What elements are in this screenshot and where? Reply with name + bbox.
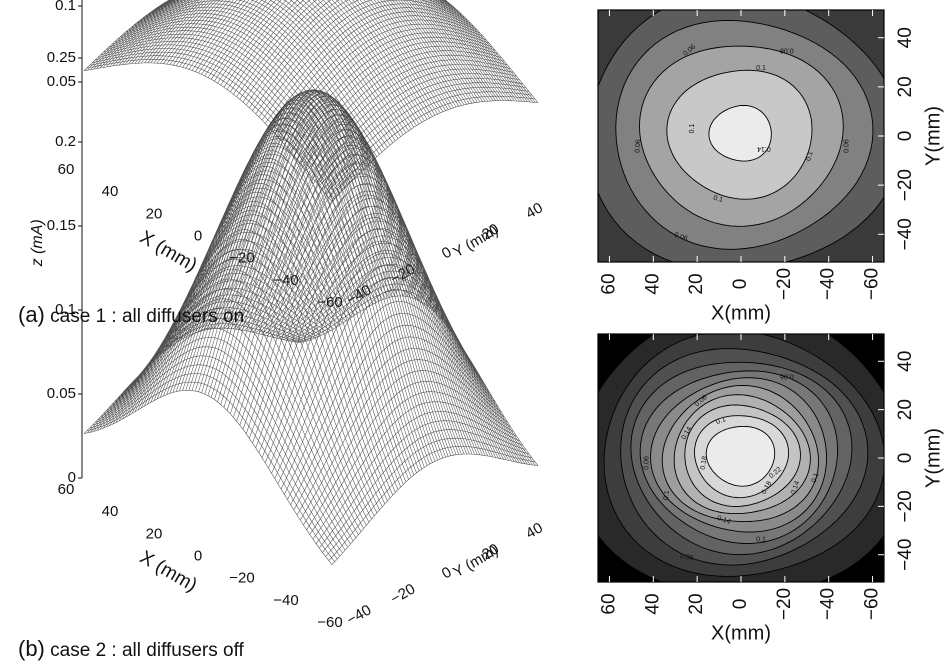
contour-level-label: 0.06 bbox=[673, 232, 688, 243]
y-tick-label: −20 bbox=[388, 580, 419, 607]
contour-level-label: 0.06 bbox=[844, 139, 851, 153]
contour-level-label: 0.14 bbox=[790, 480, 801, 495]
y-tick-label: −40 bbox=[895, 539, 916, 571]
x-tick-label: −40 bbox=[818, 588, 839, 620]
z-tick-label: 0.05 bbox=[47, 385, 76, 402]
caption-a-text: case 1 : all diffusers on bbox=[50, 306, 245, 327]
z-tick-label: 0.1 bbox=[55, 0, 76, 14]
x-tick-label: 0 bbox=[194, 227, 202, 244]
x-tick-label: −60 bbox=[317, 614, 342, 631]
z-tick-label: 0.1 bbox=[55, 301, 76, 318]
contour-level-label: 0.06 bbox=[780, 372, 794, 379]
caption-b: (b) case 2 : all diffusers off bbox=[18, 636, 244, 662]
y-tick-label: 0 bbox=[895, 453, 916, 464]
y-tick-label: 20 bbox=[479, 220, 502, 243]
surface-wire bbox=[83, 0, 539, 202]
x-tick-label: 60 bbox=[598, 273, 619, 294]
contour-level-label: 0.1 bbox=[689, 123, 696, 133]
caption-a-tag: (a) bbox=[18, 302, 45, 327]
x-tick-label: 40 bbox=[642, 593, 663, 614]
contour-level-label: 0.14 bbox=[757, 145, 771, 152]
surface-plot-a: 0.050.10.150.20.25z (mA)6040200−20−40−60… bbox=[47, 0, 546, 311]
contour-level-label: 0.06 bbox=[634, 139, 642, 153]
x-tick-label: 60 bbox=[58, 161, 75, 178]
surface-mesh bbox=[83, 0, 539, 202]
contour-bands bbox=[598, 10, 884, 262]
contour-level-0.14 bbox=[708, 104, 772, 162]
contour-level-label: 0.14 bbox=[716, 515, 731, 526]
x-tick-label: 60 bbox=[58, 481, 75, 498]
contour-level-label: 0.1 bbox=[756, 537, 766, 544]
x-tick-label: 20 bbox=[146, 525, 163, 542]
contour-level-label: 0.18 bbox=[700, 456, 709, 471]
y-tick-label: 40 bbox=[895, 351, 916, 372]
contour-level-label: 0.1 bbox=[715, 416, 727, 426]
x-tick-label: 40 bbox=[102, 183, 119, 200]
z-tick-label: 0.15 bbox=[47, 217, 76, 234]
contour-level-label: 0.1 bbox=[663, 490, 671, 500]
x-tick-label: −60 bbox=[862, 268, 883, 300]
z-tick-label: 0.05 bbox=[47, 73, 76, 90]
x-tick-label: 40 bbox=[642, 273, 663, 294]
y-tick-label: −20 bbox=[895, 490, 916, 522]
caption-b-text: case 2 : all diffusers off bbox=[50, 640, 244, 661]
y-tick-label: 40 bbox=[523, 519, 546, 542]
contour-level-label: 0.1 bbox=[811, 472, 821, 484]
y-tick-label: 40 bbox=[895, 27, 916, 48]
x-tick-label: 0 bbox=[730, 599, 751, 610]
z-tick-label: 0 bbox=[68, 469, 76, 486]
y-axis-label: Y (mm) bbox=[450, 542, 501, 581]
x-tick-label: 60 bbox=[598, 593, 619, 614]
y-tick-label: 40 bbox=[523, 199, 546, 222]
y-axis-label: Y(mm) bbox=[922, 106, 944, 166]
x-tick-label: −40 bbox=[273, 592, 298, 609]
x-axis-label: X(mm) bbox=[711, 622, 771, 644]
caption-b-tag: (b) bbox=[18, 636, 45, 661]
contour-plot-b: 0.060.10.140.180.220.18 0.140.10.060.060.… bbox=[597, 333, 944, 644]
contour-bands bbox=[598, 334, 884, 582]
surface-wire bbox=[83, 89, 539, 565]
y-tick-label: 20 bbox=[479, 540, 502, 563]
contour-level-label: 0.1 bbox=[756, 65, 766, 72]
y-tick-label: −40 bbox=[895, 218, 916, 250]
x-axis-label: X(mm) bbox=[711, 302, 771, 324]
z-tick-label: 0.25 bbox=[47, 49, 76, 66]
x-tick-label: 0 bbox=[730, 279, 751, 290]
x-tick-label: 0 bbox=[194, 547, 202, 564]
x-tick-label: 20 bbox=[686, 273, 707, 294]
contour-level-label: 0.06 bbox=[643, 456, 650, 470]
y-axis-label: Y(mm) bbox=[922, 428, 944, 488]
z-tick-label: 0.2 bbox=[55, 133, 76, 150]
y-tick-label: −20 bbox=[895, 169, 916, 201]
surface-mesh bbox=[83, 89, 539, 565]
contour-level-label: 0.1 bbox=[805, 151, 814, 162]
caption-a: (a) case 1 : all diffusers on bbox=[18, 302, 244, 328]
x-tick-label: 20 bbox=[146, 205, 163, 222]
y-axis-label: Y (mm) bbox=[450, 222, 501, 261]
y-tick-label: 20 bbox=[895, 76, 916, 97]
x-tick-label: 40 bbox=[102, 503, 119, 520]
z-axis-label: z (mA) bbox=[29, 219, 46, 267]
x-tick-label: 20 bbox=[686, 593, 707, 614]
contour-level-0.22 bbox=[705, 425, 776, 487]
x-tick-label: −40 bbox=[818, 268, 839, 300]
x-axis-label: X (mm) bbox=[136, 547, 200, 596]
x-tick-label: −20 bbox=[229, 570, 254, 587]
x-axis-label: X (mm) bbox=[136, 227, 200, 276]
contour-level-label: 0.1 bbox=[712, 195, 723, 204]
contour-level-label: 0.06 bbox=[679, 553, 694, 562]
y-tick-label: 20 bbox=[895, 399, 916, 420]
y-tick-label: −40 bbox=[344, 601, 375, 628]
y-tick-label: 0 bbox=[895, 131, 916, 142]
x-tick-label: −20 bbox=[774, 588, 795, 620]
x-tick-label: −20 bbox=[774, 268, 795, 300]
surface-plot-b: 00.050.10.150.20.25z (mA)6040200−20−40−6… bbox=[29, 49, 546, 631]
contour-level-label: 0.08 bbox=[780, 46, 794, 53]
x-tick-label: −60 bbox=[862, 588, 883, 620]
